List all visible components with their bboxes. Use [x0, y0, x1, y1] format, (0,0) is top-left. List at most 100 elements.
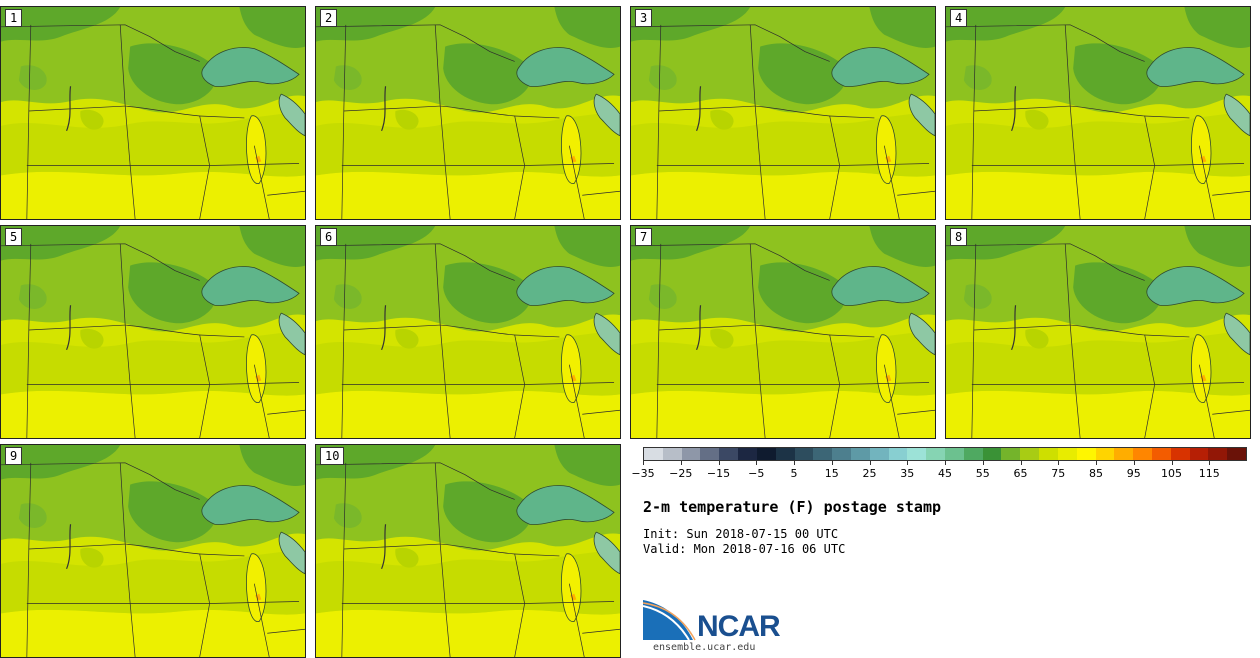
colorbar-bin [1170, 448, 1190, 460]
colorbar-tick-mark [794, 461, 795, 465]
panel-number: 9 [5, 447, 23, 465]
init-time: Init: Sun 2018-07-15 00 UTC [643, 527, 839, 541]
colorbar-bin [1208, 448, 1228, 460]
map-panel-7: 7 [630, 225, 936, 439]
colorbar-tick-label: 115 [1198, 467, 1220, 480]
panel-number: 8 [950, 228, 968, 246]
colorbar-bin [700, 448, 720, 460]
colorbar-tick-mark [1058, 461, 1060, 465]
panel-number: 5 [5, 228, 23, 246]
colorbar-bin [850, 448, 870, 460]
colorbar-tick-mark [982, 461, 984, 465]
valid-time: Valid: Mon 2018-07-16 06 UTC [643, 542, 846, 556]
panel-number: 6 [320, 228, 338, 246]
temperature-map [946, 7, 1250, 219]
map-panel-8: 8 [945, 225, 1251, 439]
logo-url: ensemble.ucar.edu [653, 642, 756, 653]
colorbar-tick-label: 25 [862, 467, 877, 480]
colorbar-bin [907, 448, 927, 460]
panel-number: 1 [5, 9, 23, 27]
colorbar-tick-mark [907, 461, 909, 465]
ncar-logo-icon [643, 600, 696, 641]
panel-number: 10 [320, 447, 345, 465]
colorbar-tick-mark [869, 461, 871, 465]
map-panel-3: 3 [630, 6, 936, 220]
colorbar-bin [832, 448, 851, 460]
temperature-map [631, 226, 935, 438]
colorbar-ticks: −35 −25 −15 −5 5 15 25 35 45 55 65 75 85 95 105 115 [631, 461, 1247, 485]
colorbar-tick-label: 45 [938, 467, 952, 480]
colorbar-tick-mark [1209, 461, 1211, 465]
colorbar-tick-label: 35 [900, 467, 915, 480]
colorbar-bin [775, 448, 795, 460]
temperature-map [1, 445, 305, 657]
colorbar-tick-label: 55 [975, 467, 990, 480]
colorbar-bin [681, 448, 701, 460]
colorbar-bin [719, 448, 739, 460]
colorbar-tick-mark [643, 461, 644, 465]
colorbar-bin [1095, 448, 1115, 460]
colorbar-tick-mark [1020, 461, 1022, 465]
colorbar-tick-mark [831, 461, 833, 465]
temperature-map [316, 226, 620, 438]
colorbar-bin [1133, 448, 1152, 460]
colorbar-bin [1189, 448, 1209, 460]
colorbar-bin [1151, 448, 1171, 460]
colorbar-tick-label: −5 [748, 467, 765, 480]
panel-number: 4 [950, 9, 968, 27]
colorbar-bin [982, 448, 1002, 460]
logo-wordmark: NCAR [697, 610, 781, 643]
colorbar-bin [813, 448, 833, 460]
map-panel-6: 6 [315, 225, 621, 439]
colorbar-bin [1001, 448, 1021, 460]
colorbar-tick-label: 95 [1126, 467, 1141, 480]
colorbar-bin [756, 448, 776, 460]
colorbar-bin [1039, 448, 1058, 460]
colorbar-tick-mark [1096, 461, 1097, 465]
map-panel-2: 2 [315, 6, 621, 220]
colorbar-bin [1076, 448, 1096, 460]
colorbar-bin [1114, 448, 1134, 460]
temperature-map [946, 226, 1250, 438]
map-panel-5: 5 [0, 225, 306, 439]
colorbar-tick-label: 15 [824, 467, 839, 480]
colorbar-bin [926, 448, 945, 460]
panel-number: 7 [635, 228, 653, 246]
colorbar-tick-label: 85 [1089, 467, 1103, 480]
colorbar-bin [888, 448, 908, 460]
colorbar-bin [662, 448, 682, 460]
colorbar-tick-mark [1133, 461, 1135, 465]
colorbar-tick-label: −35 [631, 467, 655, 480]
panel-number: 3 [635, 9, 653, 27]
colorbar-bin [1227, 448, 1246, 460]
temperature-map [316, 7, 620, 219]
colorbar-tick-mark [718, 461, 720, 465]
panel-number: 2 [320, 9, 338, 27]
colorbar-bin [963, 448, 983, 460]
temperature-map [1, 226, 305, 438]
map-panel-9: 9 [0, 444, 306, 658]
colorbar-tick-label: 65 [1013, 467, 1028, 480]
chart-title: 2-m temperature (F) postage stamp [643, 498, 942, 516]
colorbar-bin [1057, 448, 1077, 460]
colorbar-tick-label: −25 [669, 467, 693, 480]
colorbar-tick-mark [756, 461, 758, 465]
colorbar-bin [869, 448, 889, 460]
colorbar [643, 447, 1247, 461]
colorbar-bin [945, 448, 964, 460]
colorbar-tick-label: 105 [1161, 467, 1182, 480]
map-panel-4: 4 [945, 6, 1251, 220]
colorbar-tick-mark [1171, 461, 1173, 465]
colorbar-tick-label: −15 [706, 467, 731, 480]
colorbar-bin [1020, 448, 1040, 460]
map-panel-10: 10 [315, 444, 621, 658]
colorbar-tick-mark [680, 461, 682, 465]
colorbar-bin [794, 448, 814, 460]
map-panel-1: 1 [0, 6, 306, 220]
colorbar-tick-label: 5 [790, 467, 798, 480]
colorbar-tick-label: 75 [1051, 467, 1066, 480]
colorbar-bin [644, 448, 663, 460]
temperature-map [631, 7, 935, 219]
temperature-map [316, 445, 620, 657]
temperature-map [1, 7, 305, 219]
